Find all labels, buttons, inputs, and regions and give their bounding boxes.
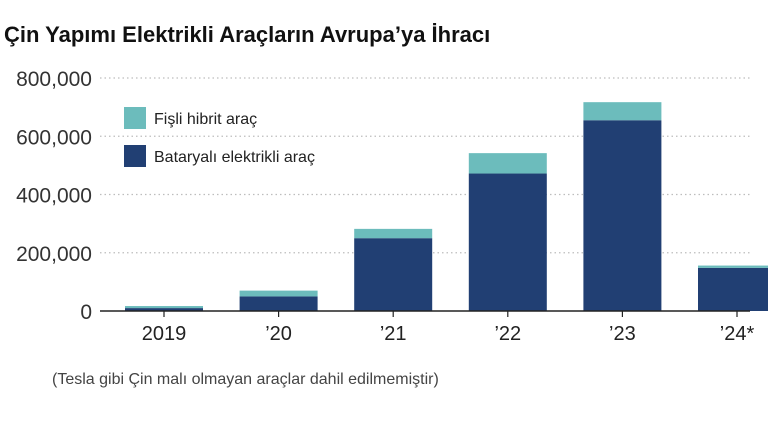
x-tick-label: ’21 [380, 323, 407, 345]
y-tick-label: 0 [80, 301, 92, 324]
bar-segment-bev [354, 238, 433, 311]
legend-label: Bataryalı elektrikli araç [154, 149, 315, 166]
y-tick-label: 200,000 [16, 243, 92, 266]
bar-segment-bev [468, 173, 547, 311]
x-tick-label: 2019 [142, 323, 187, 345]
bar-segment-bev [239, 296, 318, 311]
x-axis-ticks: 2019 ’20 ’21 ’22 ’23 ’24* [142, 311, 755, 345]
x-tick-label: ’20 [265, 323, 292, 345]
bar-segment-phev [698, 265, 768, 268]
bars [125, 102, 768, 311]
bar-segment-phev [583, 102, 662, 121]
bar-segment-bev [583, 120, 662, 311]
legend-swatch [124, 107, 146, 129]
legend-label: Fişli hibrit araç [154, 111, 257, 128]
footnote: (Tesla gibi Çin malı olmayan araçlar dah… [52, 371, 439, 388]
bar-segment-phev [354, 228, 433, 239]
legend: Fişli hibrit araç Bataryalı elektrikli ar… [124, 107, 315, 167]
legend-swatch [124, 145, 146, 167]
bar-segment-bev [125, 308, 203, 311]
y-axis-ticks: 0 200,000 400,000 600,000 800,000 [16, 68, 92, 324]
bar-segment-phev [468, 153, 547, 174]
bar-segment-phev [125, 306, 203, 309]
x-tick-label: ’24* [720, 323, 755, 345]
y-tick-label: 600,000 [16, 126, 92, 149]
x-tick-label: ’23 [609, 323, 636, 345]
y-tick-label: 800,000 [16, 68, 92, 91]
y-tick-label: 400,000 [16, 185, 92, 208]
chart-title: Çin Yapımı Elektrikli Araçların Avrupa’y… [4, 22, 491, 47]
x-tick-label: ’22 [494, 323, 521, 345]
bar-segment-bev [698, 267, 768, 311]
bar-segment-phev [239, 290, 318, 297]
